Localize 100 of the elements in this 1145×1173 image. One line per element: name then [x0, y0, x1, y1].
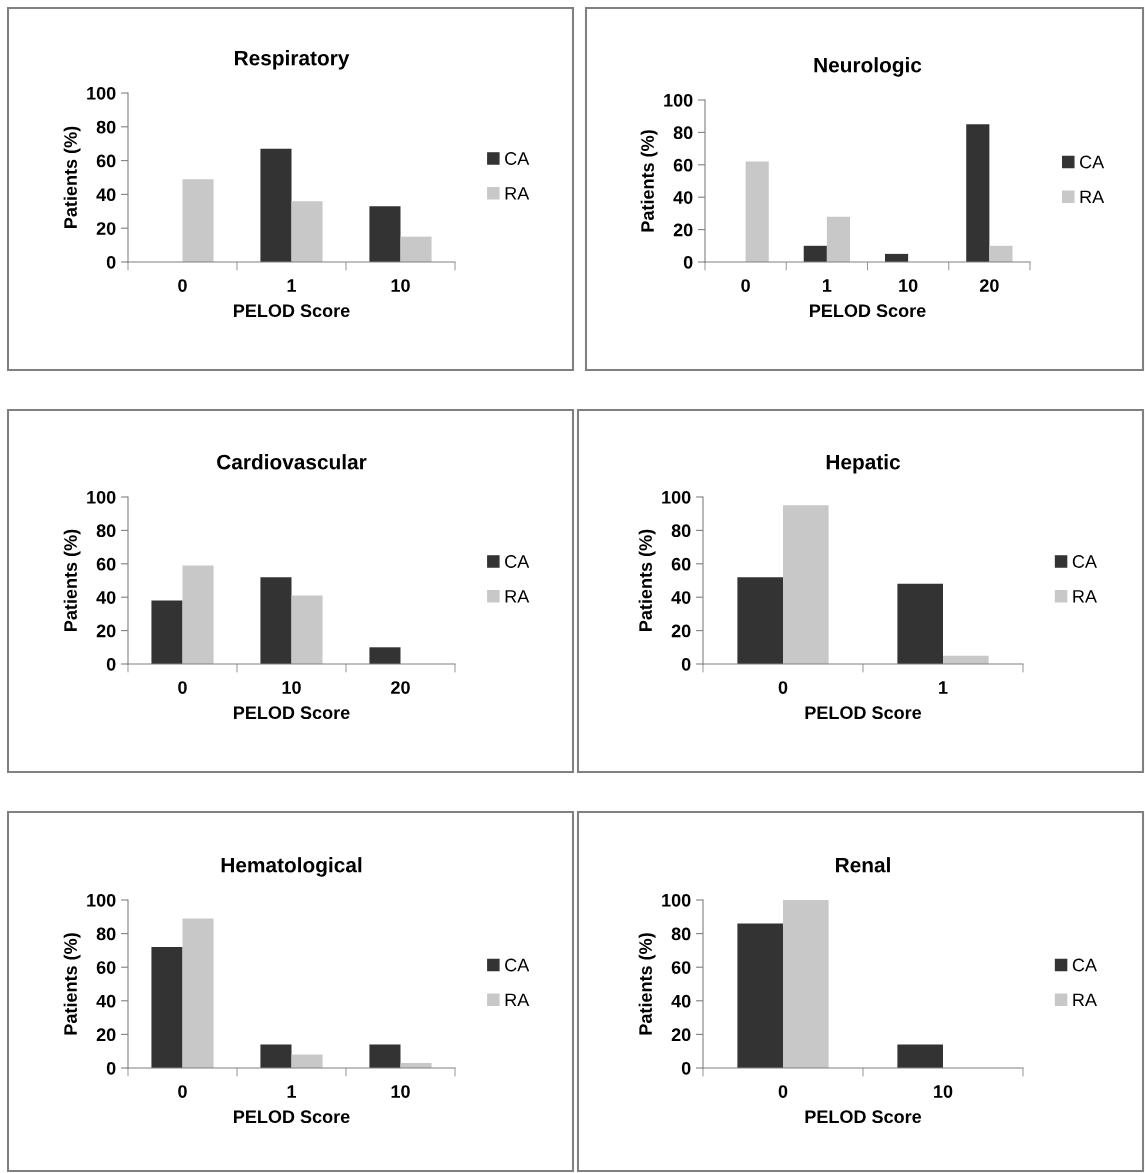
bar	[369, 206, 401, 262]
x-tick-label: 0	[178, 279, 187, 292]
y-tick-label: 40	[96, 591, 116, 604]
legend-label: RA	[1080, 190, 1105, 204]
bar	[745, 161, 769, 262]
y-tick-label: 100	[662, 893, 691, 907]
bar	[803, 245, 827, 262]
y-tick-label: 0	[106, 255, 116, 269]
x-tick-label: 20	[391, 681, 410, 694]
y-tick-label: 60	[671, 557, 691, 571]
x-tick-label: 1	[939, 681, 948, 694]
y-tick-label: 80	[671, 927, 691, 941]
legend-label: RA	[1073, 590, 1097, 603]
bar	[897, 1044, 943, 1068]
y-axis-title: Patients (%)	[638, 933, 656, 1035]
y-tick-label: 80	[96, 524, 116, 538]
x-tick-label: 0	[741, 279, 750, 292]
bar	[737, 577, 783, 664]
y-tick-label: 40	[96, 188, 116, 202]
bar	[151, 947, 183, 1068]
y-tick-label: 100	[87, 893, 116, 907]
x-tick-label: 20	[979, 279, 999, 292]
bar	[369, 647, 401, 664]
y-tick-label: 80	[96, 120, 116, 134]
legend-label: CA	[505, 152, 530, 165]
y-tick-label: 60	[96, 154, 116, 168]
y-tick-label: 20	[673, 223, 693, 237]
y-tick-label: 0	[683, 255, 693, 269]
x-tick-label: 10	[282, 681, 301, 694]
x-tick-label: 10	[899, 279, 918, 292]
x-tick-label: 1	[822, 279, 832, 292]
y-tick-label: 40	[673, 191, 693, 204]
legend-label: RA	[505, 187, 530, 200]
y-axis-title: Patients (%)	[63, 933, 81, 1035]
legend-label: RA	[505, 993, 530, 1007]
y-axis-title: Patients (%)	[63, 126, 81, 228]
y-axis-title: Patients (%)	[63, 529, 81, 631]
chart-title: Neurologic	[814, 57, 922, 77]
y-tick-label: 100	[664, 93, 693, 107]
bar	[989, 245, 1013, 262]
x-tick-label: 10	[391, 1085, 410, 1098]
y-tick-label: 80	[673, 126, 693, 140]
chart-title: Renal	[836, 857, 890, 873]
y-tick-label: 60	[673, 158, 693, 172]
y-tick-label: 0	[106, 1061, 116, 1075]
y-tick-label: 20	[96, 1028, 116, 1042]
y-tick-label: 40	[671, 994, 691, 1008]
legend-label: CA	[505, 555, 530, 568]
x-tick-label: 0	[178, 1085, 187, 1098]
bar	[400, 236, 432, 262]
bar	[291, 201, 323, 262]
legend-label: CA	[1080, 155, 1105, 169]
y-tick-label: 0	[106, 657, 116, 671]
bar	[737, 923, 783, 1068]
chart-title: Hepatic	[826, 454, 901, 474]
bar	[291, 595, 323, 664]
x-tick-label: 10	[934, 1085, 953, 1098]
y-tick-label: 100	[87, 490, 116, 504]
bar	[369, 1044, 401, 1068]
x-tick-label: 0	[778, 1085, 788, 1098]
legend-label: RA	[1073, 993, 1097, 1007]
x-axis-title: PELOD Score	[234, 1110, 350, 1124]
y-tick-label: 40	[671, 591, 691, 604]
y-tick-label: 60	[96, 557, 116, 571]
y-tick-label: 20	[671, 624, 691, 638]
y-tick-label: 40	[96, 994, 116, 1008]
x-axis-title: PELOD Score	[805, 1110, 922, 1124]
legend-label: CA	[1072, 555, 1097, 568]
y-tick-label: 0	[681, 1061, 691, 1075]
legend-label: CA	[1072, 958, 1097, 972]
y-tick-label: 80	[96, 927, 116, 941]
x-axis-title: PELOD Score	[234, 706, 350, 720]
y-tick-label: 20	[96, 624, 116, 638]
x-tick-label: 1	[287, 279, 297, 292]
y-tick-label: 100	[662, 490, 691, 504]
bar	[260, 577, 292, 664]
bar	[182, 565, 214, 664]
bar	[260, 1044, 292, 1068]
x-axis-title: PELOD Score	[805, 706, 922, 720]
x-tick-label: 0	[178, 681, 187, 694]
bar	[182, 918, 214, 1068]
y-axis-title: Patients (%)	[638, 529, 656, 631]
x-tick-label: 1	[287, 1085, 297, 1098]
y-tick-label: 0	[681, 657, 691, 671]
y-tick-label: 60	[96, 961, 116, 974]
y-tick-label: 20	[671, 1028, 691, 1042]
y-axis-title: Patients (%)	[640, 130, 658, 232]
legend-label: CA	[505, 958, 530, 972]
x-tick-label: 10	[391, 279, 410, 292]
y-tick-label: 80	[671, 524, 691, 538]
bar	[260, 148, 292, 262]
y-tick-label: 20	[96, 222, 116, 235]
x-tick-label: 0	[778, 681, 788, 694]
x-axis-title: PELOD Score	[234, 304, 350, 318]
chart-title: Cardiovascular	[217, 454, 367, 470]
legend-label: RA	[505, 590, 530, 603]
chart-title: Respiratory	[235, 50, 350, 70]
bar	[966, 124, 990, 262]
bar	[897, 583, 943, 664]
chart-title: Hematological	[221, 857, 362, 877]
